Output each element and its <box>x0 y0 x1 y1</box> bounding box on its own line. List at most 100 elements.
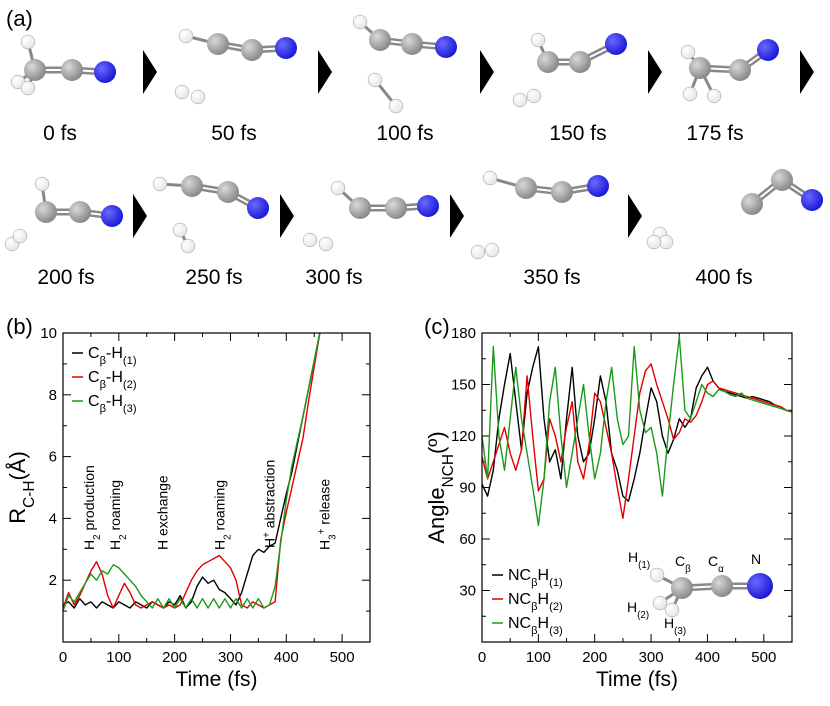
annotation: H+ abstraction <box>261 460 278 548</box>
hydrogen-atom <box>352 14 368 30</box>
time-label: 150 fs <box>549 122 606 145</box>
arrow-8 <box>450 194 464 238</box>
nitrogen-atom <box>757 39 779 61</box>
y-tick-label: 120 <box>451 428 476 445</box>
series-line-3 <box>62 332 321 612</box>
carbon-atom <box>181 175 203 197</box>
hydrogen-atom <box>530 32 546 48</box>
arrow-4 <box>648 50 662 94</box>
time-label: 350 fs <box>523 266 580 289</box>
arrow-6 <box>133 194 147 238</box>
plot-frame <box>481 332 793 643</box>
hydrogen-atom <box>649 567 665 583</box>
annotation: H exchange <box>154 475 170 550</box>
carbon-atom <box>217 181 239 203</box>
molecule-3 <box>352 14 457 114</box>
annotation: H2 roaming <box>211 480 233 550</box>
molecule-5 <box>680 39 779 104</box>
inset-label: H(3) <box>664 615 686 637</box>
nitrogen-atom <box>747 573 773 599</box>
hydrogen-atom <box>470 244 486 260</box>
hydrogen-atom <box>172 222 188 238</box>
time-label: 250 fs <box>185 266 242 289</box>
time-label: 300 fs <box>305 266 362 289</box>
series-line-3 <box>481 335 793 526</box>
inset-label: H(2) <box>627 599 649 621</box>
hydrogen-atom <box>318 236 334 252</box>
hydrogen-atom <box>646 234 662 250</box>
hydrogen-atom <box>302 232 318 248</box>
carbon-atom <box>401 33 423 55</box>
x-tick-label: 200 <box>582 649 607 666</box>
x-tick-label: 100 <box>526 649 551 666</box>
carbon-atom <box>369 29 391 51</box>
carbon-atom <box>385 197 407 219</box>
hydrogen-atom <box>484 242 500 258</box>
hydrogen-atom <box>330 180 346 196</box>
annotation: H3+ release <box>316 479 338 550</box>
x-axis-label: Time (fs) <box>596 668 678 691</box>
inset-label: N <box>751 551 761 567</box>
x-tick-label: 400 <box>695 649 720 666</box>
hydrogen-atom <box>482 170 498 186</box>
carbon-atom <box>537 51 559 73</box>
carbon-atom <box>241 39 263 61</box>
y-axis-label: RC-H(Å) <box>5 451 38 524</box>
hydrogen-atom <box>174 84 190 100</box>
hydrogen-atom <box>178 28 194 44</box>
arrow-5 <box>800 50 814 94</box>
time-label: 50 fs <box>211 122 257 145</box>
molecule-1 <box>10 34 116 96</box>
inset-label: H(1) <box>628 549 650 571</box>
hydrogen-atom <box>12 228 28 244</box>
legend-entry: Cβ-H(1) <box>88 345 137 367</box>
molecule-4 <box>512 32 627 108</box>
carbon-atom <box>24 59 46 81</box>
annotation: H2 roaming <box>107 480 129 550</box>
hydrogen-atom <box>664 602 680 618</box>
carbon-atom <box>671 577 693 599</box>
molecule-6 <box>4 176 123 252</box>
time-label: 175 fs <box>686 122 743 145</box>
y-tick-label: 180 <box>451 325 476 342</box>
arrow-9 <box>628 194 642 238</box>
carbon-atom <box>569 51 591 73</box>
carbon-atom <box>711 575 733 597</box>
hydrogen-atom <box>367 72 383 88</box>
arrow-2 <box>318 50 332 94</box>
hydrogen-atom <box>652 595 668 611</box>
y-tick-label: 4 <box>49 510 57 527</box>
y-tick-label: 90 <box>459 480 476 497</box>
panel-a-label: (a) <box>6 6 33 31</box>
carbon-atom <box>69 201 91 223</box>
legend-entry: NCβH(1) <box>508 567 563 589</box>
panel-c-label: (c) <box>424 314 450 339</box>
legend-entry: Cβ-H(3) <box>88 393 137 415</box>
carbon-atom <box>771 169 793 191</box>
nitrogen-atom <box>435 36 457 58</box>
hydrogen-atom <box>682 86 698 102</box>
series-line-2 <box>481 363 793 520</box>
inset-molecule: H(1) Cβ Cα N H(2) H(3) <box>627 549 773 637</box>
time-label: 100 fs <box>376 122 433 145</box>
panel-b-label: (b) <box>6 314 33 339</box>
y-tick-label: 150 <box>451 377 476 394</box>
x-tick-label: 300 <box>639 649 664 666</box>
hydrogen-atom <box>180 238 196 254</box>
molecule-2 <box>174 28 297 105</box>
carbon-atom <box>349 197 371 219</box>
y-tick-label: 8 <box>49 387 57 404</box>
carbon-atom <box>207 33 229 55</box>
carbon-atom <box>35 201 57 223</box>
carbon-atom <box>551 181 573 203</box>
nitrogen-atom <box>587 175 609 197</box>
y-tick-label: 60 <box>459 531 476 548</box>
time-label: 0 fs <box>43 122 77 145</box>
carbon-atom <box>61 59 83 81</box>
carbon-atom <box>515 177 537 199</box>
time-label: 400 fs <box>695 266 752 289</box>
x-tick-label: 0 <box>59 649 67 666</box>
chart-b: 0 100 200 300 400 500 2 4 6 8 10 Time (fs) RC-H(Å) Cβ… <box>5 325 371 691</box>
x-tick-label: 500 <box>751 649 776 666</box>
